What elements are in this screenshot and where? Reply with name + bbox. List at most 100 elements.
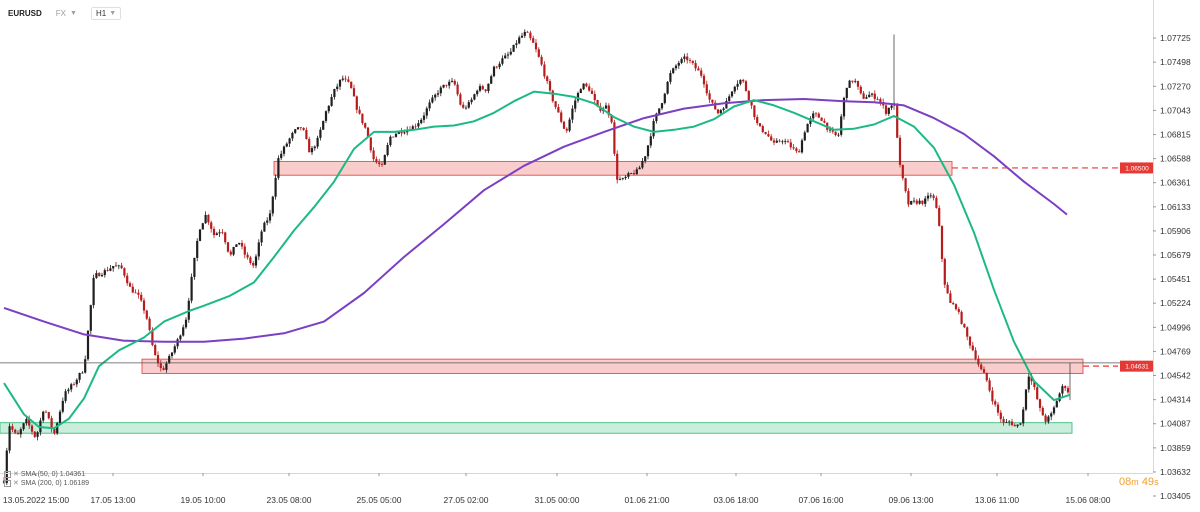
close-icon[interactable]: ✕ bbox=[13, 480, 19, 487]
candle-down bbox=[1041, 407, 1044, 416]
candle-up bbox=[198, 229, 202, 241]
price-tick-label: 1.05906 bbox=[1160, 226, 1191, 236]
candle-down bbox=[375, 159, 378, 163]
candle-down bbox=[750, 100, 753, 106]
candle-down bbox=[221, 232, 224, 234]
candle-up bbox=[730, 91, 734, 97]
checkbox-icon[interactable] bbox=[4, 480, 11, 487]
candle-down bbox=[820, 117, 823, 121]
candle-up bbox=[621, 178, 624, 180]
countdown-seconds-unit: s bbox=[1154, 477, 1159, 487]
legend-sma50[interactable]: ✕ SMA (50, 0) 1.04361 bbox=[4, 470, 89, 479]
candle-down bbox=[1066, 388, 1070, 393]
candle-up bbox=[868, 94, 871, 98]
candle-down bbox=[540, 56, 543, 65]
candle-down bbox=[795, 148, 798, 152]
candle-up bbox=[89, 305, 92, 331]
legend-sma50-label: SMA (50, 0) 1.04361 bbox=[20, 471, 86, 478]
level-tag bbox=[1120, 162, 1154, 174]
candle-countdown: 08m 49s bbox=[1119, 476, 1159, 488]
candle-up bbox=[809, 118, 812, 124]
symbol-label[interactable]: EURUSD bbox=[8, 9, 42, 18]
candle-up bbox=[117, 265, 120, 267]
candle-up bbox=[722, 108, 725, 111]
candle-down bbox=[758, 123, 762, 127]
time-tick-label: 19.05 10:00 bbox=[181, 495, 226, 505]
time-tick-label: 13.05.2022 15:00 bbox=[3, 495, 69, 505]
candle-up bbox=[579, 89, 582, 94]
checkbox-icon[interactable] bbox=[4, 471, 11, 478]
chart-header: EURUSD FX ▼ H1 ▼ bbox=[8, 7, 122, 20]
candle-up bbox=[75, 379, 78, 385]
candle-up bbox=[294, 129, 297, 133]
candle-up bbox=[865, 97, 868, 99]
candle-up bbox=[1047, 416, 1050, 422]
candle-up bbox=[92, 277, 95, 306]
price-tick-label: 1.06133 bbox=[1160, 202, 1191, 212]
candle-up bbox=[439, 87, 442, 94]
candle-up bbox=[649, 136, 652, 146]
candle-up bbox=[204, 214, 207, 224]
close-icon[interactable]: ✕ bbox=[13, 471, 19, 478]
candle-down bbox=[957, 309, 960, 312]
candle-down bbox=[932, 195, 935, 198]
candle-down bbox=[361, 113, 364, 124]
candle-up bbox=[5, 450, 8, 484]
candle-down bbox=[50, 418, 53, 429]
timeframe-selector[interactable]: H1 ▼ bbox=[90, 7, 122, 20]
candle-up bbox=[520, 35, 524, 38]
candle-down bbox=[585, 83, 588, 87]
candle-up bbox=[890, 105, 893, 108]
candle-down bbox=[462, 104, 465, 108]
time-tick-label: 17.05 13:00 bbox=[91, 495, 136, 505]
candle-up bbox=[316, 137, 319, 147]
candle-up bbox=[330, 97, 333, 106]
candle-up bbox=[574, 100, 577, 109]
legend-sma200-label: SMA (200, 0) 1.06189 bbox=[20, 480, 89, 487]
candle-up bbox=[268, 213, 272, 221]
candle-down bbox=[691, 60, 694, 64]
candle-up bbox=[257, 242, 260, 257]
candle-down bbox=[952, 303, 955, 305]
candle-up bbox=[394, 133, 398, 137]
candle-down bbox=[137, 292, 140, 295]
candle-up bbox=[719, 110, 722, 114]
candle-down bbox=[876, 98, 879, 100]
market-selector[interactable]: FX ▼ bbox=[56, 9, 77, 18]
candle-down bbox=[879, 98, 882, 103]
candle-down bbox=[907, 191, 910, 205]
legend-sma200[interactable]: ✕ SMA (200, 0) 1.06189 bbox=[4, 479, 89, 488]
candle-up bbox=[848, 80, 851, 88]
chevron-down-icon: ▼ bbox=[70, 10, 77, 17]
candle-up bbox=[266, 220, 269, 223]
candle-down bbox=[366, 127, 370, 138]
candle-down bbox=[1010, 421, 1014, 426]
candles-layer bbox=[2, 29, 1071, 485]
candle-up bbox=[338, 79, 342, 87]
candle-down bbox=[708, 93, 711, 100]
candle-down bbox=[711, 99, 714, 103]
time-tick-label: 03.06 18:00 bbox=[714, 495, 759, 505]
candle-down bbox=[814, 113, 818, 115]
candle-up bbox=[103, 270, 106, 276]
price-tick-label: 1.04542 bbox=[1160, 370, 1191, 380]
candle-up bbox=[319, 129, 322, 138]
candle-up bbox=[56, 423, 59, 434]
candle-up bbox=[618, 179, 622, 180]
candle-up bbox=[235, 244, 238, 247]
market-label: FX bbox=[55, 9, 67, 18]
candle-down bbox=[548, 81, 552, 91]
candle-down bbox=[400, 131, 403, 134]
candle-down bbox=[960, 311, 963, 324]
candle-down bbox=[123, 268, 126, 276]
candle-down bbox=[212, 228, 216, 236]
candle-down bbox=[1038, 399, 1042, 408]
candle-down bbox=[249, 257, 252, 263]
candle-up bbox=[910, 200, 913, 205]
candle-down bbox=[938, 207, 941, 226]
candle-down bbox=[632, 173, 636, 175]
candle-down bbox=[148, 318, 151, 331]
candle-up bbox=[168, 355, 171, 364]
candle-up bbox=[646, 145, 650, 157]
